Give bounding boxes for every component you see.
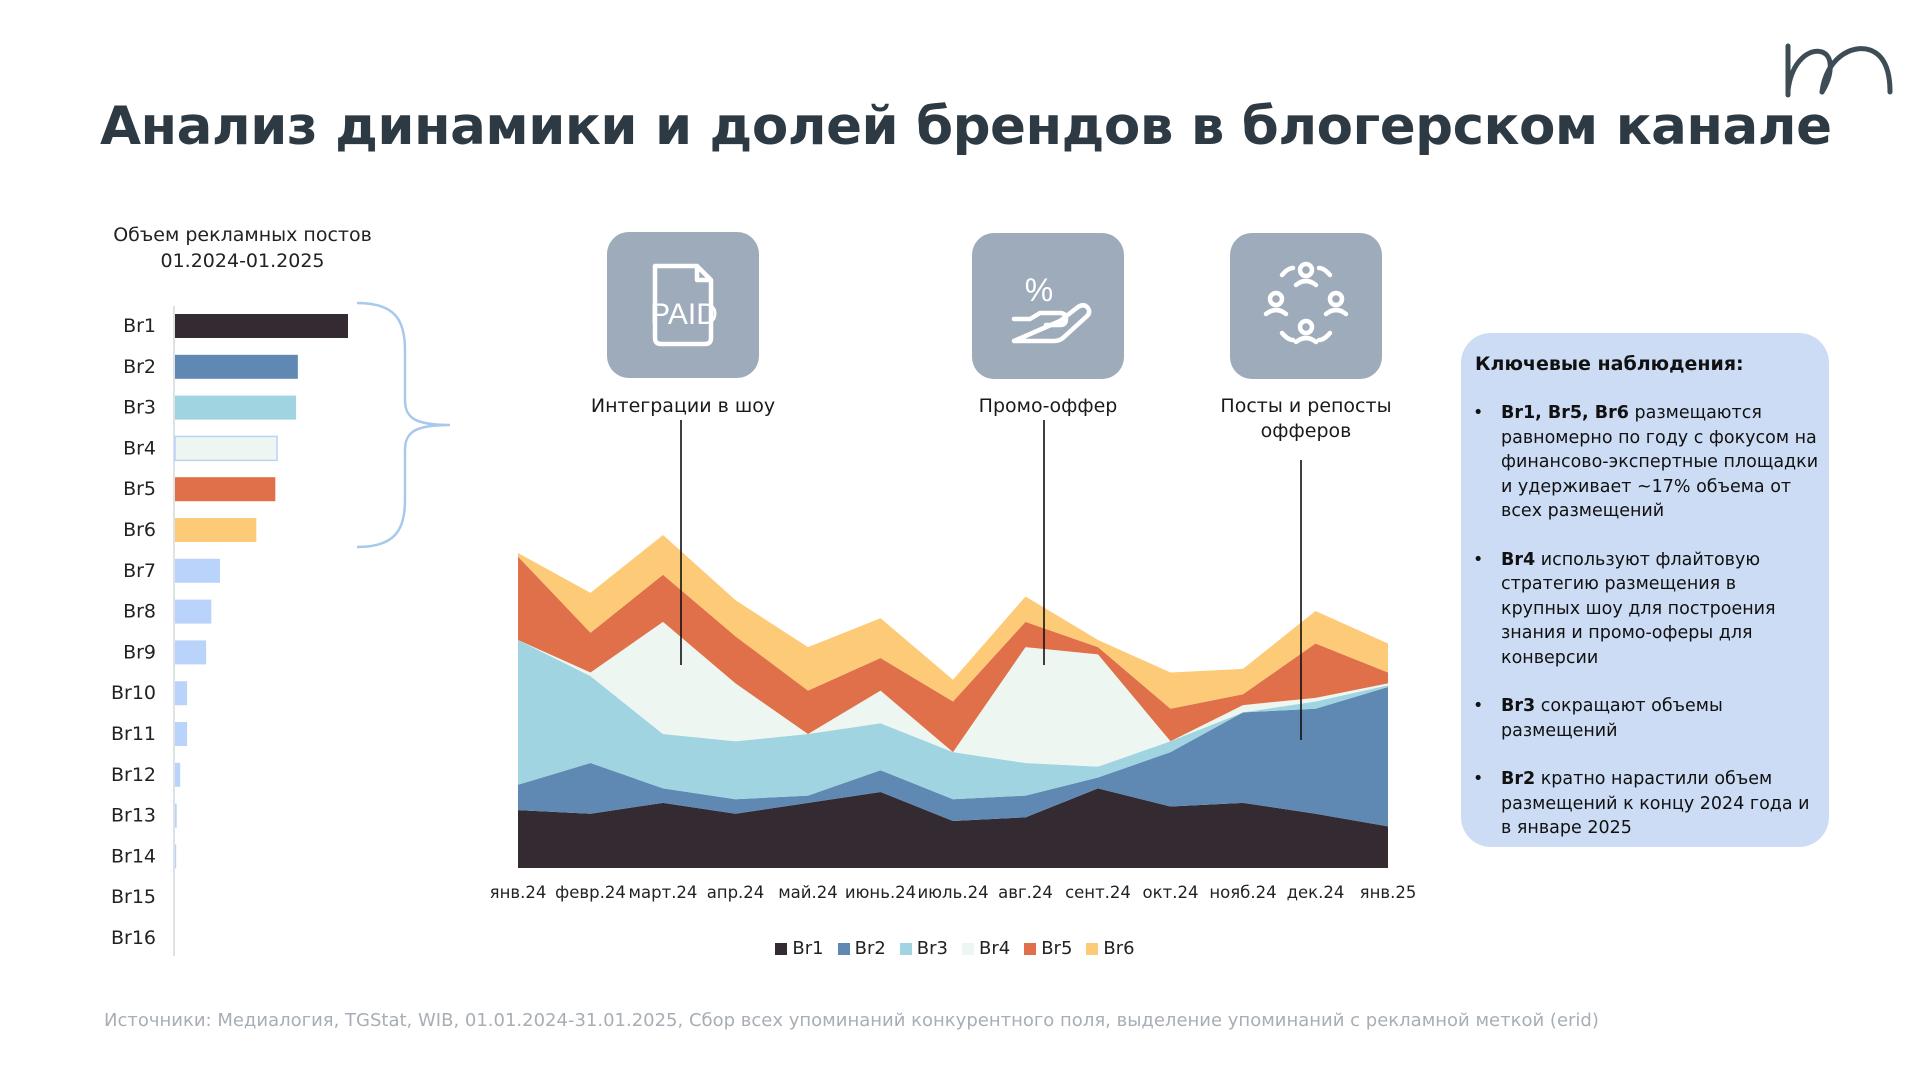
area-Br2 xyxy=(518,687,1388,827)
observations-title: Ключевые наблюдения: xyxy=(1475,353,1744,375)
area-Br5 xyxy=(518,556,1388,753)
x-tick-label: июнь.24 xyxy=(845,883,916,902)
legend-item-Br5: Br5 xyxy=(1024,938,1072,959)
observation-item: • Br2 кратно нарастили объем размещений к… xyxy=(1473,769,1810,838)
legend-item-Br2: Br2 xyxy=(837,938,886,959)
legend-item-Br3: Br3 xyxy=(899,938,948,959)
legend-swatch xyxy=(899,942,912,955)
observation-item: • Br3 сокращают объемы размещений xyxy=(1473,696,1723,741)
legend-label: Br2 xyxy=(854,938,886,959)
area-chart-legend: Br1 Br2 Br3 Br4 Br5 Br6 xyxy=(720,938,1190,959)
icon-label-posts: Посты и репосты офферов xyxy=(1220,395,1392,442)
paid-document-icon: PAID xyxy=(607,232,759,378)
x-tick-label: дек.24 xyxy=(1287,883,1345,902)
bar-chart-title: Объем рекламных постов 01.2024-01.2025 xyxy=(113,224,372,272)
x-tick-label: янв.24 xyxy=(490,883,547,902)
area-Br1 xyxy=(518,788,1388,868)
percent-glyph: % xyxy=(1025,272,1053,308)
icon-label-promo: Промо-оффер xyxy=(978,395,1118,417)
legend-item-Br4: Br4 xyxy=(962,938,1010,959)
observations-list: • Br1, Br5, Br6 размещаются равномерно по… xyxy=(1473,401,1819,865)
promo-hand-percent-icon: % xyxy=(972,233,1124,379)
legend-swatch xyxy=(775,942,788,955)
area-Br4 xyxy=(518,621,1388,767)
legend-item-Br6: Br6 xyxy=(1086,938,1135,959)
paid-icon-text: PAID xyxy=(650,298,718,331)
x-tick-label: нояб.24 xyxy=(1209,883,1276,902)
legend-label: Br3 xyxy=(916,938,948,959)
key-observations-panel: Ключевые наблюдения: • Br1, Br5, Br6 разм… xyxy=(1461,333,1829,847)
observation-item: • Br4 используют флайтовую стратегию разм… xyxy=(1473,549,1776,668)
legend-swatch xyxy=(837,942,850,955)
x-tick-label: авг.24 xyxy=(998,883,1053,902)
legend-swatch xyxy=(1024,942,1037,955)
legend-label: Br4 xyxy=(979,938,1011,959)
brand-logo xyxy=(1785,43,1893,98)
observation-item: • Br1, Br5, Br6 размещаются равномерно по… xyxy=(1473,403,1819,521)
page-title: Анализ динамики и долей брендов в блогер… xyxy=(100,96,1832,157)
x-tick-label: апр.24 xyxy=(707,883,765,902)
people-circle-repost-icon xyxy=(1230,233,1382,379)
legend-swatch xyxy=(962,942,974,955)
legend-item-Br1: Br1 xyxy=(775,938,824,959)
sources-footnote: Источники: Медиалогия, TGStat, WIB, 01.0… xyxy=(104,1010,1599,1031)
legend-label: Br6 xyxy=(1103,938,1135,959)
x-tick-label: янв.25 xyxy=(1360,883,1417,902)
legend-swatch xyxy=(1086,942,1099,955)
x-tick-label: июль.24 xyxy=(917,883,988,902)
x-tick-label: окт.24 xyxy=(1143,883,1199,902)
x-tick-label: сент.24 xyxy=(1065,883,1131,902)
legend-label: Br1 xyxy=(792,938,824,959)
legend-label: Br5 xyxy=(1041,938,1073,959)
x-tick-label: февр.24 xyxy=(555,883,626,902)
x-tick-label: март.24 xyxy=(629,883,698,902)
x-tick-label: май.24 xyxy=(778,883,838,902)
area-Br3 xyxy=(518,639,1388,800)
icon-label-integrations: Интеграции в шоу xyxy=(590,395,776,417)
